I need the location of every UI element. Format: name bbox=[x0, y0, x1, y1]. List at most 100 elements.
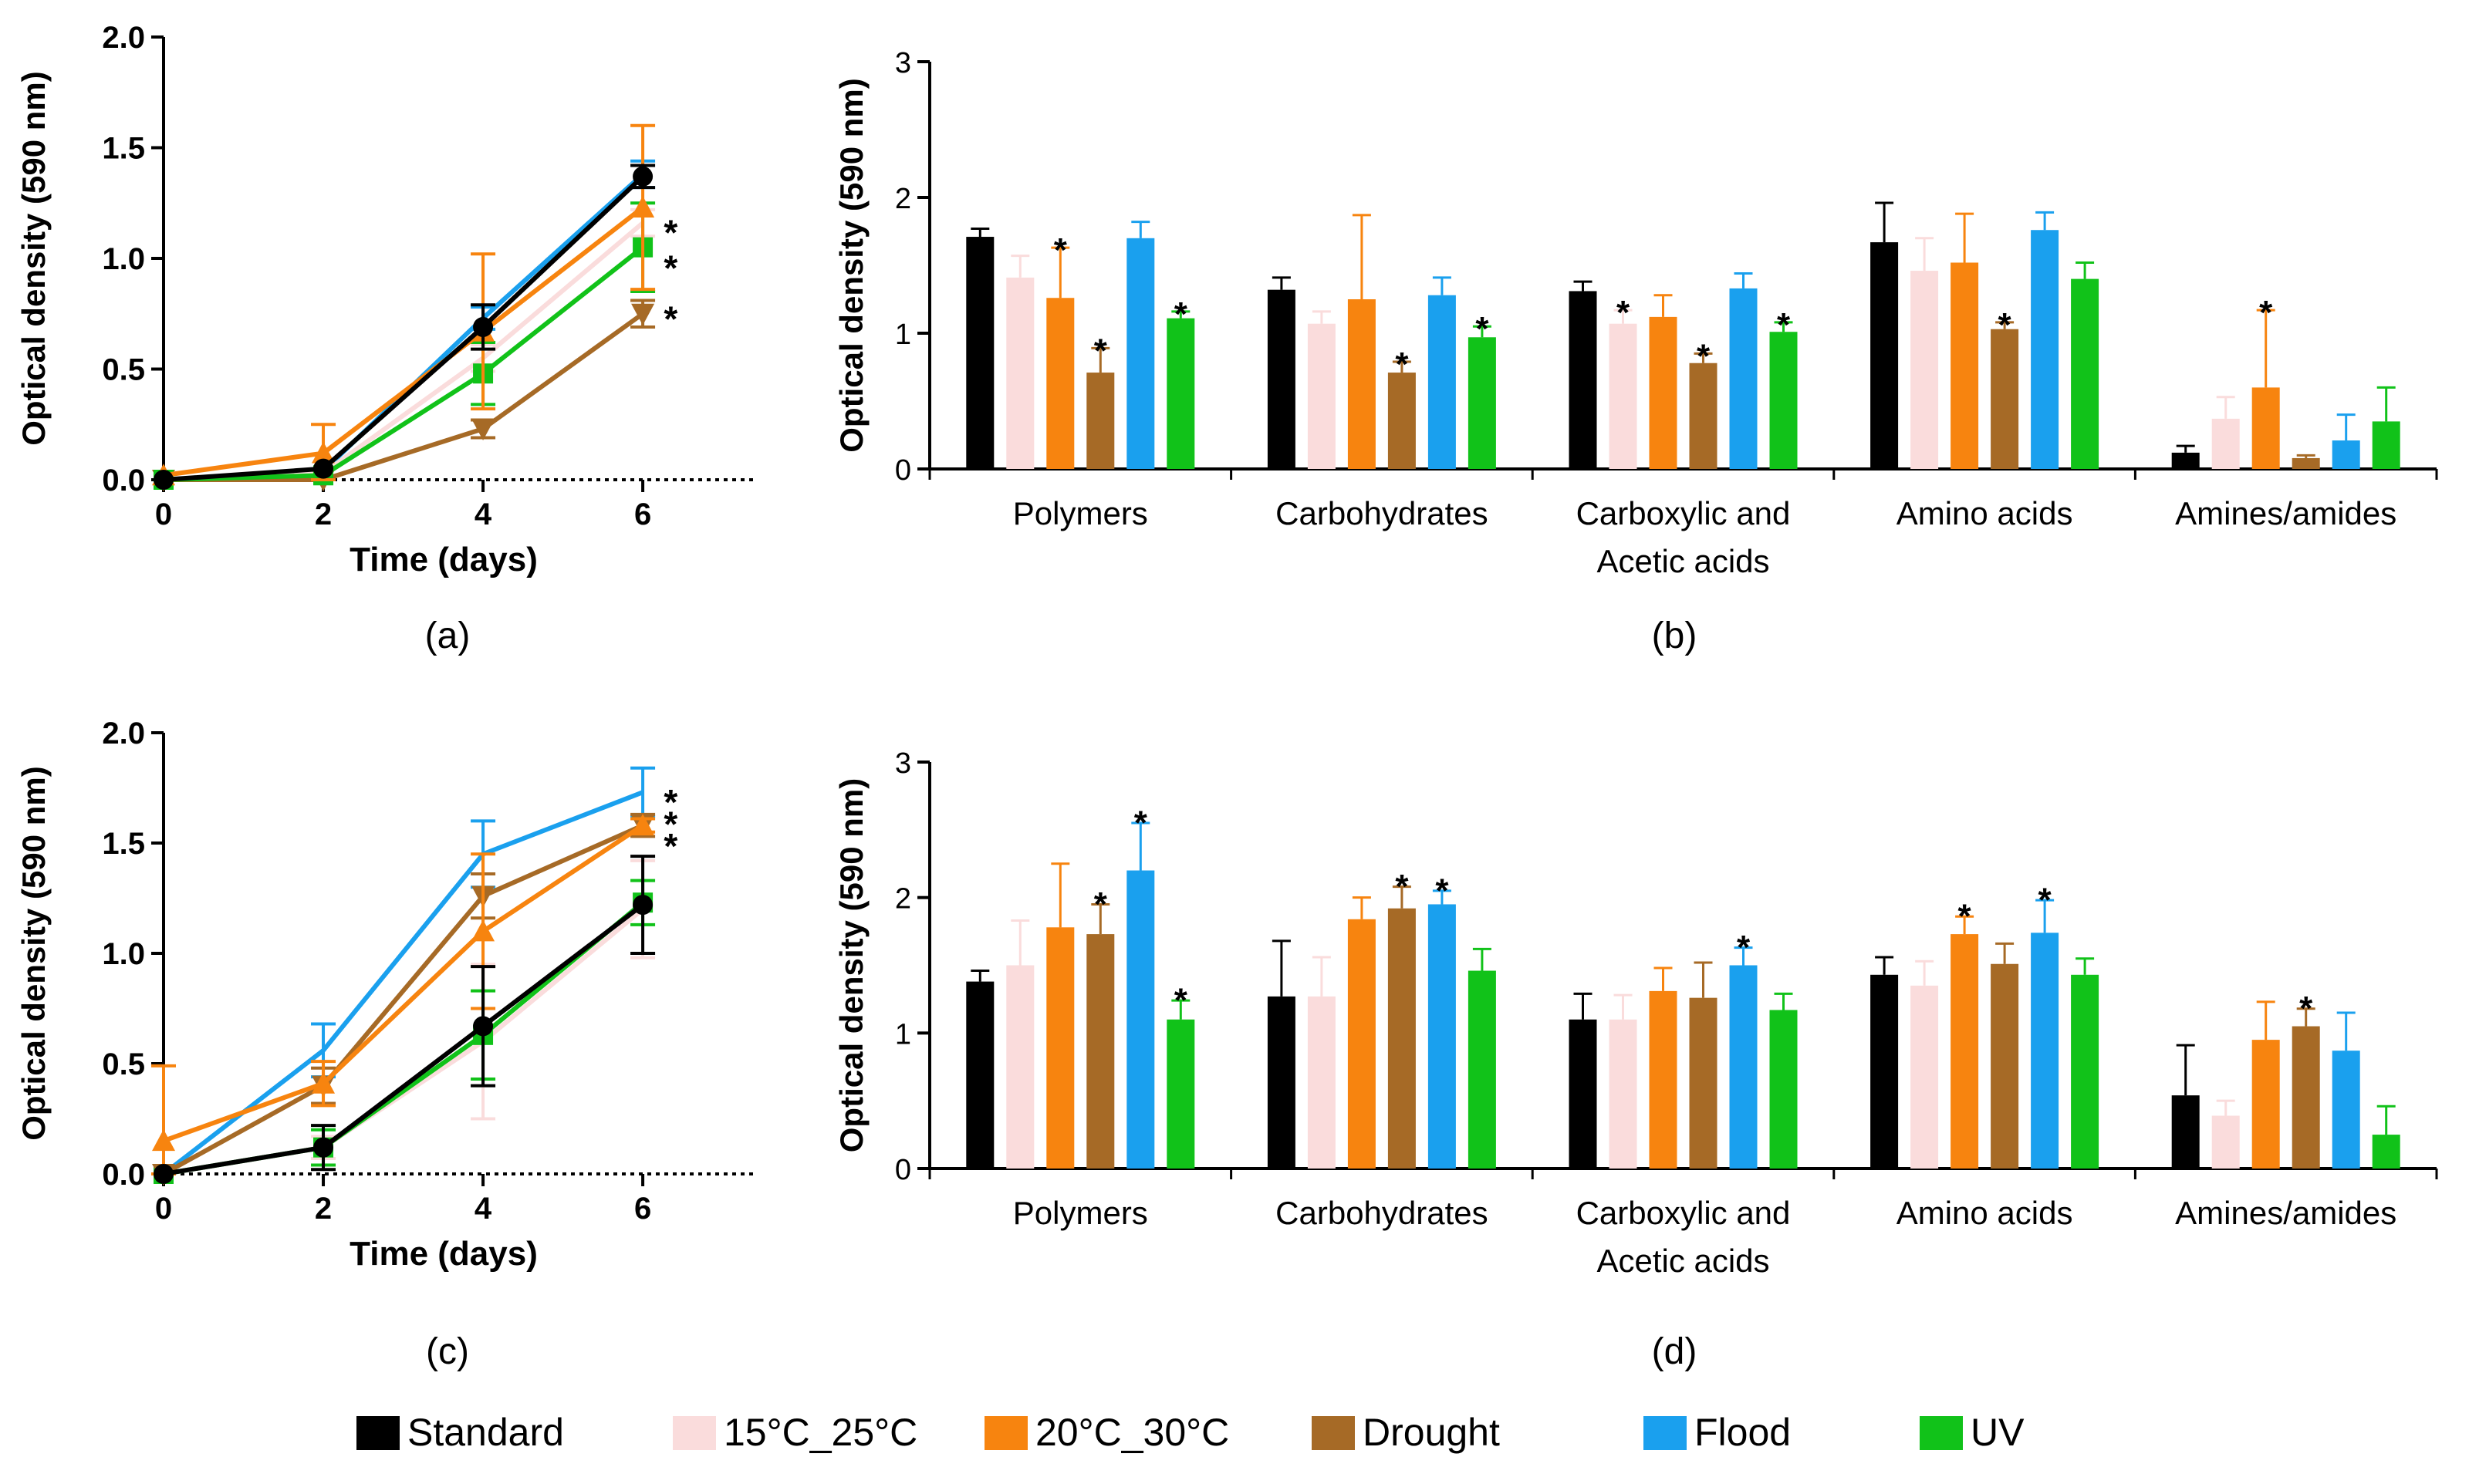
panel-d-bar-flood bbox=[1427, 904, 1456, 1169]
panel-d-y-tick-label: 0 bbox=[895, 1154, 911, 1186]
panel-a-point bbox=[631, 303, 655, 325]
panel-d-category-label: Carboxylic and Acetic acids bbox=[1576, 1195, 1791, 1279]
legend-label: Standard bbox=[407, 1411, 564, 1454]
panel-d-bar-uv bbox=[1167, 1019, 1195, 1169]
panel-b-bar-uv bbox=[1468, 337, 1496, 469]
panel-d-significance-mark: * bbox=[1435, 872, 1449, 909]
panel-b-bar-flood bbox=[1126, 238, 1155, 469]
panel-c-label: (c) bbox=[426, 1331, 469, 1372]
panel-b-bar-standard bbox=[1267, 289, 1295, 469]
panel-b-bar-15-c-25-c bbox=[1307, 323, 1336, 469]
panel-b-bar-drought bbox=[1991, 329, 2019, 469]
panel-a-series-standard bbox=[154, 164, 656, 490]
panel-b-bar-20-c-30-c bbox=[1951, 262, 1979, 469]
legend-item-uv: UV bbox=[1920, 1411, 2025, 1454]
panel-b-bar-drought bbox=[1387, 373, 1416, 469]
legend-swatch bbox=[1643, 1416, 1687, 1450]
panel-b-bar-drought bbox=[1086, 373, 1115, 469]
panel-d-y-axis-title: Optical density (590 nm) bbox=[833, 778, 870, 1152]
panel-c-point bbox=[313, 1137, 334, 1158]
panel-a-y-tick-label: 1.5 bbox=[102, 132, 145, 166]
legend-item-standard: Standard bbox=[356, 1411, 564, 1454]
legend-item-15-c-25-c: 15°C_25°C bbox=[673, 1411, 917, 1454]
panel-b-significance-mark: * bbox=[1094, 332, 1108, 369]
legend-swatch bbox=[673, 1416, 716, 1450]
panel-c-point bbox=[154, 1164, 174, 1184]
panel-a-series-flood bbox=[163, 159, 656, 482]
panel-c-point bbox=[631, 814, 655, 836]
panel-c-y-tick-label: 1.0 bbox=[102, 937, 145, 971]
panel-c-significance-mark: * bbox=[664, 804, 677, 844]
legend-swatch bbox=[356, 1416, 400, 1450]
panel-c-series-standard bbox=[154, 855, 656, 1184]
panel-d-significance-mark: * bbox=[2299, 990, 2313, 1027]
panel-a-y-tick-label: 0.0 bbox=[102, 464, 145, 497]
legend-swatch bbox=[1312, 1416, 1355, 1450]
panel-a-series-20-c-30-c bbox=[152, 123, 656, 486]
panel-b-bar-chart: 0 1 2 3 Optical density (590 nm) Polymers Carb… bbox=[833, 47, 2438, 579]
panel-a-significance-mark: * bbox=[664, 248, 677, 288]
panel-b-bar-flood bbox=[2031, 230, 2059, 469]
panel-b-bar-uv bbox=[1167, 318, 1195, 469]
panel-d-bar-standard bbox=[1569, 1019, 1597, 1169]
panel-a-point bbox=[473, 316, 494, 337]
panel-a-y-tick-label: 1.0 bbox=[102, 242, 145, 276]
panel-a-line-flood bbox=[163, 172, 645, 482]
panel-b-label: (b) bbox=[1652, 616, 1697, 656]
panel-b-bar-drought bbox=[2292, 457, 2320, 469]
panel-d-bar-standard bbox=[2171, 1095, 2200, 1169]
panel-d-bar-flood bbox=[1729, 965, 1758, 1169]
panel-d-bar-flood bbox=[2332, 1051, 2360, 1169]
panel-c-point bbox=[152, 1129, 175, 1152]
panel-b-bar-standard bbox=[2171, 452, 2200, 469]
panel-c-y-tick-label: 2.0 bbox=[102, 717, 145, 750]
panel-b-significance-mark: * bbox=[1395, 346, 1409, 383]
panel-d-bar-15-c-25-c bbox=[1910, 985, 1939, 1169]
legend-item-20-c-30-c: 20°C_30°C bbox=[985, 1411, 1229, 1454]
panel-d-y-tick-label: 2 bbox=[895, 883, 911, 916]
panel-d-bar-15-c-25-c bbox=[2211, 1115, 2240, 1169]
panel-a-y-axis-title: Optical density (590 nm) bbox=[15, 71, 52, 445]
panel-c-y-tick-label: 1.5 bbox=[102, 827, 145, 861]
panel-a-x-axis-title: Time (days) bbox=[350, 541, 538, 578]
panel-a-line-standard bbox=[163, 174, 645, 482]
panel-b-y-tick-label: 0 bbox=[895, 454, 911, 487]
legend: Standard 15°C_25°C 20°C_30°C Drought Flood UV bbox=[356, 1411, 2025, 1454]
panel-b-category-label: Amino acids bbox=[1897, 495, 2073, 531]
panel-b-significance-mark: * bbox=[1998, 306, 2012, 344]
panel-a-series-uv bbox=[154, 201, 656, 490]
panel-d-bar-20-c-30-c bbox=[1649, 990, 1677, 1169]
legend-swatch bbox=[1920, 1416, 1963, 1450]
panel-b-bar-flood bbox=[1729, 288, 1758, 469]
panel-d-significance-mark: * bbox=[1737, 929, 1751, 966]
panel-a-point bbox=[631, 195, 655, 218]
panel-c-line-drought bbox=[162, 823, 644, 1176]
panel-d-y-tick-label: 3 bbox=[895, 747, 911, 780]
panel-d-bar-15-c-25-c bbox=[1307, 996, 1336, 1169]
legend-item-drought: Drought bbox=[1312, 1411, 1500, 1454]
panel-b-significance-mark: * bbox=[1174, 295, 1188, 333]
panel-a-x-tick-label: 0 bbox=[155, 497, 172, 531]
panel-d-bar-drought bbox=[1991, 963, 2019, 1169]
panel-b-bar-standard bbox=[1870, 242, 1899, 469]
panel-b-bar-uv bbox=[2372, 421, 2400, 469]
panel-d-bar-15-c-25-c bbox=[1006, 965, 1035, 1169]
panel-b-bar-15-c-25-c bbox=[2211, 418, 2240, 469]
panel-d-bar-standard bbox=[1267, 996, 1295, 1169]
legend-label: Drought bbox=[1363, 1411, 1500, 1454]
panel-d-category-label: Carbohydrates bbox=[1275, 1195, 1488, 1231]
panel-c-series-drought bbox=[152, 812, 656, 1186]
panel-d-bar-15-c-25-c bbox=[1609, 1019, 1637, 1169]
panel-a-series-15-c-25-c bbox=[163, 207, 656, 482]
legend-swatch bbox=[985, 1416, 1028, 1450]
panel-b-significance-mark: * bbox=[1475, 310, 1489, 348]
panel-d-label: (d) bbox=[1652, 1331, 1697, 1372]
panel-b-bar-standard bbox=[1569, 291, 1597, 469]
panel-d-bar-drought bbox=[1387, 908, 1416, 1169]
panel-b-bar-uv bbox=[2071, 278, 2099, 469]
panel-b-category-label: Carboxylic and Acetic acids bbox=[1576, 495, 1791, 579]
panel-d-bar-uv bbox=[1468, 970, 1496, 1169]
panel-c-x-tick-label: 6 bbox=[634, 1192, 651, 1226]
panel-c-x-tick-label: 2 bbox=[315, 1192, 332, 1226]
